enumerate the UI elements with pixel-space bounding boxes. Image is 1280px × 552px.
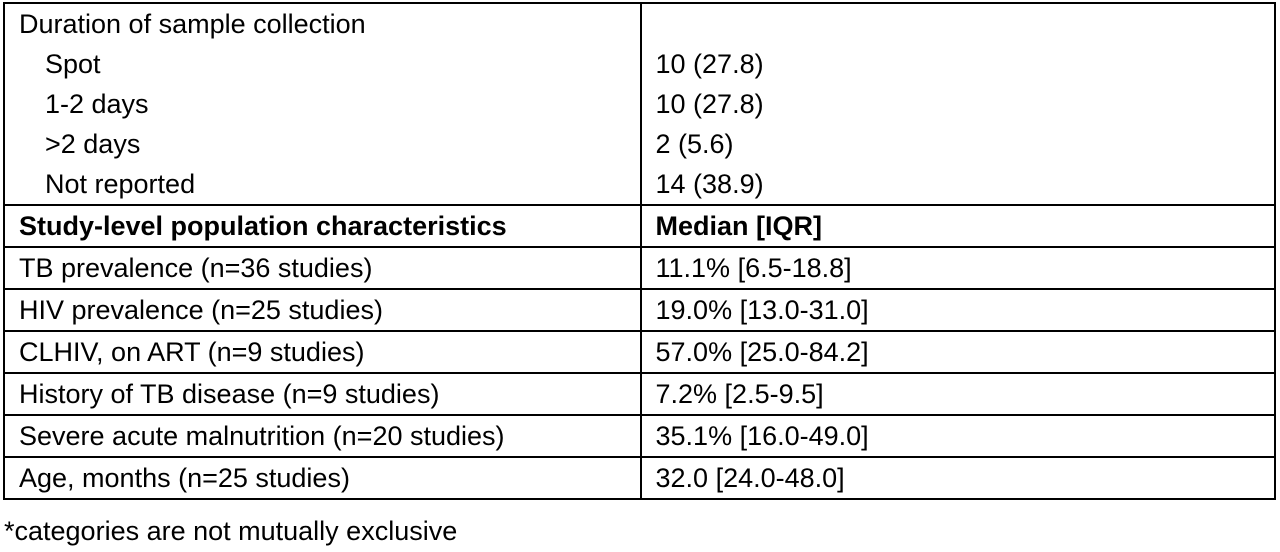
table-row: TB prevalence (n=36 studies) 11.1% [6.5-… [3,246,1277,289]
row-label: HIV prevalence (n=25 studies) [3,288,642,331]
row-label: Spot [3,44,642,84]
table-row: Duration of sample collection [3,2,1277,44]
row-label: TB prevalence (n=36 studies) [3,246,642,289]
table-row: History of TB disease (n=9 studies) 7.2%… [3,372,1277,415]
column-header-label: Study-level population characteristics [3,204,642,247]
row-label: Severe acute malnutrition (n=20 studies) [3,414,642,457]
table-row: HIV prevalence (n=25 studies) 19.0% [13.… [3,288,1277,331]
section-heading: Duration of sample collection [3,2,642,44]
row-value: 32.0 [24.0-48.0] [639,456,1277,500]
table-row: Not reported 14 (38.9) [3,164,1277,205]
row-value: 57.0% [25.0-84.2] [639,330,1277,373]
row-value: 7.2% [2.5-9.5] [639,372,1277,415]
row-label: History of TB disease (n=9 studies) [3,372,642,415]
table-row: Spot 10 (27.8) [3,44,1277,84]
row-value: 11.1% [6.5-18.8] [639,246,1277,289]
row-value: 35.1% [16.0-49.0] [639,414,1277,457]
table-row: >2 days 2 (5.6) [3,124,1277,164]
row-label: >2 days [3,124,642,164]
characteristics-table: Duration of sample collection Spot 10 (2… [3,2,1277,500]
row-label: 1-2 days [3,84,642,124]
row-label: Not reported [3,164,642,205]
column-header-value: Median [IQR] [639,204,1277,247]
footnote: *categories are not mutually exclusive [4,516,458,546]
row-label: CLHIV, on ART (n=9 studies) [3,330,642,373]
empty-cell [639,2,1277,44]
row-value: 14 (38.9) [639,164,1277,205]
table-header-row: Study-level population characteristics M… [3,204,1277,247]
row-value: 10 (27.8) [639,44,1277,84]
row-value: 2 (5.6) [639,124,1277,164]
row-label: Age, months (n=25 studies) [3,456,642,500]
table-row: 1-2 days 10 (27.8) [3,84,1277,124]
table-row: Age, months (n=25 studies) 32.0 [24.0-48… [3,456,1277,500]
table-row: CLHIV, on ART (n=9 studies) 57.0% [25.0-… [3,330,1277,373]
table-row: Severe acute malnutrition (n=20 studies)… [3,414,1277,457]
row-value: 19.0% [13.0-31.0] [639,288,1277,331]
row-value: 10 (27.8) [639,84,1277,124]
